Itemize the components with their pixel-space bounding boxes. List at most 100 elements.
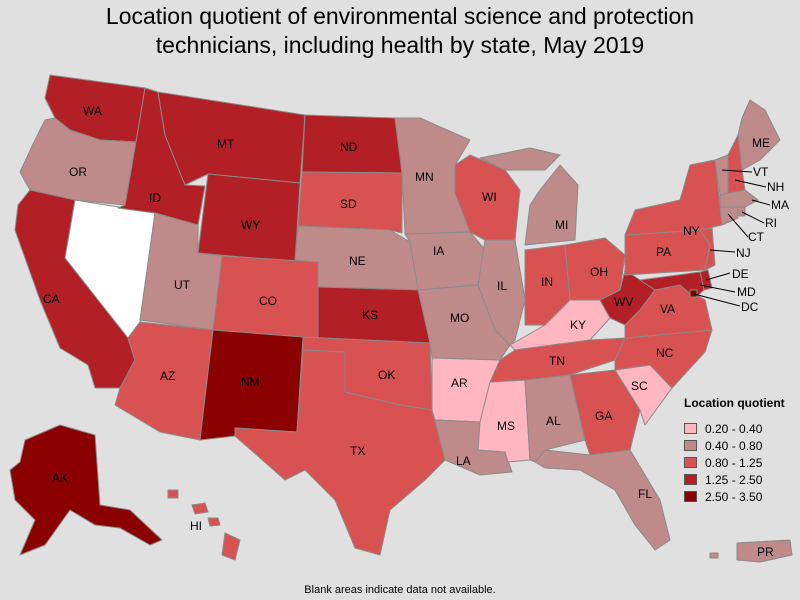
label-NE: NE [349, 254, 366, 268]
label-MN: MN [415, 170, 434, 184]
state-MD[interactable] [639, 271, 705, 299]
state-SD[interactable] [297, 171, 403, 234]
label-IA: IA [433, 244, 444, 258]
legend-label: 0.80 - 1.25 [705, 455, 763, 470]
legend-label: 0.40 - 0.80 [705, 438, 763, 453]
state-DC[interactable] [689, 289, 698, 298]
legend-item: 0.80 - 1.25 [684, 454, 796, 471]
legend-swatch [684, 440, 697, 451]
state-NY[interactable] [624, 159, 723, 236]
legend-swatch [684, 423, 697, 434]
label-PA: PA [656, 245, 671, 259]
legend-item: 0.40 - 0.80 [684, 437, 796, 454]
legend-label: 2.50 - 3.50 [705, 489, 763, 504]
label-PR: PR [757, 545, 774, 559]
label-UT: UT [174, 278, 191, 292]
label-ID: ID [149, 191, 161, 205]
label-SC: SC [631, 379, 648, 393]
label-GA: GA [595, 409, 612, 423]
leader-ct [727, 213, 749, 238]
state-NJ[interactable] [699, 227, 716, 271]
state-MA[interactable] [719, 189, 759, 208]
label-IL: IL [497, 279, 507, 293]
legend-label: 1.25 - 2.50 [705, 472, 763, 487]
label-OH: OH [590, 265, 608, 279]
label-VT: VT [753, 165, 769, 179]
label-CA: CA [43, 292, 60, 306]
legend-swatch [684, 491, 697, 502]
label-TX: TX [350, 444, 365, 458]
state-RI[interactable] [737, 206, 746, 217]
label-LA: LA [456, 454, 471, 468]
legend-item: 2.50 - 3.50 [684, 488, 796, 505]
label-CT: CT [748, 230, 765, 244]
label-AZ: AZ [160, 369, 175, 383]
label-WV: WV [614, 295, 633, 309]
label-NJ: NJ [736, 246, 751, 260]
label-AR: AR [451, 376, 468, 390]
label-OR: OR [69, 165, 87, 179]
label-WA: WA [83, 104, 102, 118]
label-AL: AL [546, 414, 561, 428]
leader-md [699, 284, 736, 293]
label-FL: FL [638, 487, 652, 501]
leader-vt [721, 169, 753, 173]
state-MI[interactable] [479, 147, 579, 246]
label-IN: IN [541, 275, 553, 289]
label-AK: AK [52, 471, 68, 485]
leader-dc [693, 293, 741, 307]
label-HI: HI [190, 519, 202, 533]
title-line-2: technicians, including health by state, … [155, 32, 645, 58]
state-IL[interactable] [477, 239, 526, 346]
label-MT: MT [217, 137, 235, 151]
leader-nh [734, 179, 767, 188]
legend-title: Location quotient [684, 396, 785, 410]
title-line-1: Location quotient of environmental scien… [105, 3, 695, 29]
map-title: Location quotient of environmental scien… [0, 2, 800, 60]
label-CO: CO [259, 294, 277, 308]
label-WY: WY [241, 218, 260, 232]
label-WI: WI [482, 190, 497, 204]
label-TN: TN [549, 354, 565, 368]
state-TX[interactable] [234, 349, 446, 556]
legend-item: 1.25 - 2.50 [684, 471, 796, 488]
label-NM: NM [241, 375, 260, 389]
label-SD: SD [340, 197, 357, 211]
leader-ma [751, 199, 771, 206]
label-ME: ME [752, 136, 770, 150]
label-DE: DE [732, 267, 749, 281]
label-KS: KS [362, 308, 378, 322]
state-HI[interactable] [167, 489, 241, 561]
label-NY: NY [683, 224, 700, 238]
label-MA: MA [771, 198, 789, 212]
label-DC: DC [741, 300, 759, 314]
state-IA[interactable] [404, 231, 486, 291]
legend: Location quotient 0.20 - 0.40 0.40 - 0.8… [684, 396, 796, 505]
leader-de [705, 272, 731, 281]
legend-label: 0.20 - 0.40 [705, 421, 763, 436]
leader-nj [709, 249, 736, 253]
label-MO: MO [450, 311, 469, 325]
label-VA: VA [660, 302, 675, 316]
state-NH[interactable] [727, 134, 746, 196]
leader-ri [741, 211, 765, 224]
legend-swatch [684, 457, 697, 468]
label-ND: ND [340, 140, 358, 154]
label-NH: NH [767, 180, 784, 194]
footnote: Blank areas indicate data not available. [304, 584, 496, 596]
state-ME[interactable] [737, 99, 781, 171]
label-NC: NC [656, 346, 674, 360]
label-RI: RI [765, 216, 777, 230]
legend-swatch [684, 474, 697, 485]
label-MI: MI [555, 218, 568, 232]
label-OK: OK [378, 368, 395, 382]
label-KY: KY [570, 318, 586, 332]
state-FL[interactable] [534, 449, 671, 551]
state-CT[interactable] [719, 206, 739, 226]
label-MD: MD [737, 285, 756, 299]
legend-item: 0.20 - 0.40 [684, 420, 796, 437]
state-PR[interactable] [709, 539, 793, 563]
state-AK[interactable] [9, 424, 163, 556]
label-MS: MS [497, 419, 515, 433]
